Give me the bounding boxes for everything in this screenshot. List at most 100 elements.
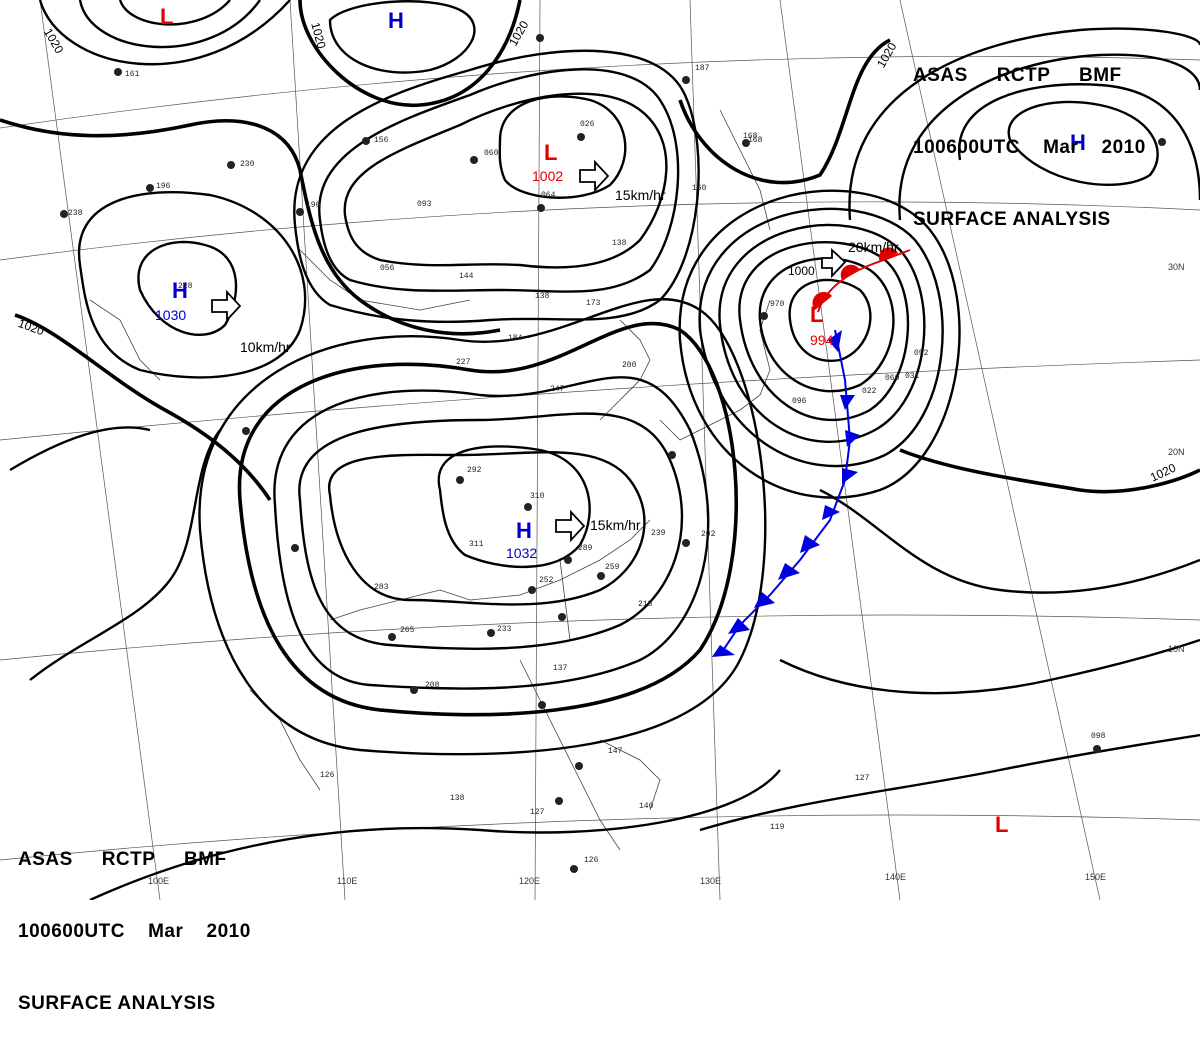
station-value: 138 (535, 292, 550, 301)
station-value: 056 (380, 264, 395, 273)
station-value: 137 (553, 664, 568, 673)
header-time: 100600UTC (913, 137, 1020, 158)
motion-speed-label: 15km/hr (590, 517, 641, 533)
motion-speed-label: 10km/hr (240, 339, 291, 355)
station-value: 156 (374, 136, 389, 145)
header-month: Mar (1043, 137, 1079, 158)
station-value: 168 (743, 132, 758, 141)
station-value: 168 (748, 136, 763, 145)
header-station-rctp: RCTP (101, 849, 156, 870)
header-top-right: ASAS RCTP BMF 100600UTC Mar 2010 SURFACE… (913, 16, 1146, 256)
station-value: 184 (508, 334, 523, 343)
low-center-pressure: 1002 (532, 168, 563, 184)
station-value: 160 (692, 184, 707, 193)
station-value: 310 (530, 492, 545, 501)
header-time: 100600UTC (18, 921, 125, 942)
header-bottom-left: ASAS RCTP BMF 100600UTC Mar 2010 SURFACE… (18, 800, 251, 1040)
header-line-2: 100600UTC Mar 2010 (913, 136, 1146, 160)
motion-arrows (211, 159, 847, 543)
station-value: 228 (178, 282, 193, 291)
station-value: 202 (701, 530, 716, 539)
isobar-label: 1000 (788, 264, 815, 278)
station-value: 247 (550, 385, 565, 394)
coastlines (89, 109, 771, 851)
station-value: 970 (770, 300, 785, 309)
isobar-label: 1020 (506, 18, 532, 48)
low-center-pressure: 994 (810, 332, 834, 348)
station-value: 311 (469, 540, 484, 549)
station-value: 233 (497, 625, 512, 634)
high-center-marker: H (1070, 130, 1086, 155)
longitude-label: 130E (700, 876, 721, 886)
station-value: 127 (855, 774, 870, 783)
station-value: 022 (862, 387, 877, 396)
warm-front (812, 247, 911, 313)
station-value: 292 (467, 466, 482, 475)
isobar-label: 1020 (874, 40, 900, 70)
station-value: 147 (608, 747, 623, 756)
station-value: 239 (651, 529, 666, 538)
longitude-label: 110E (337, 876, 357, 886)
high-center-pressure: 1032 (506, 545, 537, 561)
station-value: 119 (770, 823, 785, 832)
station-value: 098 (1091, 732, 1106, 741)
header-year: 2010 (1101, 137, 1146, 158)
high-center-marker: H (516, 518, 532, 543)
isobar-label: 1020 (41, 26, 67, 56)
station-value: 187 (695, 64, 710, 73)
station-values: 161 230 196 238 228 156 196 093 056 064 … (68, 64, 1106, 865)
low-center-marker: L (544, 140, 557, 165)
station-value: 230 (240, 160, 255, 169)
station-value: 218 (638, 600, 653, 609)
station-value: 173 (586, 299, 601, 308)
station-markers (60, 34, 1166, 873)
high-center-pressure: 1030 (155, 307, 186, 323)
station-value: 196 (156, 182, 171, 191)
high-center-marker: H (388, 8, 404, 33)
header-year: 2010 (206, 921, 251, 942)
header-line-3: SURFACE ANALYSIS (18, 993, 216, 1014)
weather-map: 1020 1020 1020 1020 1020 1020 1000 L H L… (0, 0, 1200, 900)
latitude-label: 10N (1168, 644, 1185, 654)
station-value: 052 (914, 349, 929, 358)
motion-speed-label: 20km/hr (848, 239, 899, 255)
station-value: 144 (459, 272, 474, 281)
high-center-marker: H (172, 278, 188, 303)
motion-labels: 15km/hr 10km/hr 15km/hr 20km/hr (240, 187, 899, 533)
header-month: Mar (148, 921, 184, 942)
header-station-asas: ASAS (913, 65, 968, 86)
station-value: 127 (530, 808, 545, 817)
station-value: 060 (885, 374, 900, 383)
station-value: 064 (541, 191, 556, 200)
longitude-label: 120E (519, 876, 540, 886)
header-line-3: SURFACE ANALYSIS (913, 209, 1111, 230)
station-value: 026 (580, 120, 595, 129)
low-center-marker: L (160, 4, 173, 29)
station-value: 126 (320, 771, 335, 780)
header-station-asas: ASAS (18, 849, 73, 870)
coordinate-labels: 100E 110E 120E 130E 140E 150E 30N 20N 10… (148, 262, 1185, 886)
longitude-label: 150E (1085, 872, 1106, 882)
station-value: 252 (539, 576, 554, 585)
station-value: 196 (306, 201, 321, 210)
station-value: 238 (68, 209, 83, 218)
header-line-1: ASAS RCTP BMF (913, 64, 1146, 88)
station-value: 265 (400, 626, 415, 635)
pressure-centers: L H L 1002 H 1030 H 1032 L 994 H L (155, 4, 1086, 837)
cold-front (712, 329, 860, 657)
longitude-label: 140E (885, 872, 906, 882)
station-value: 138 (612, 239, 627, 248)
header-station-rctp: RCTP (996, 65, 1051, 86)
latitude-label: 20N (1168, 447, 1185, 457)
station-value: 259 (605, 563, 620, 572)
isobar-label: 1020 (16, 316, 46, 338)
low-center-marker: L (995, 812, 1008, 837)
low-center-marker: L (810, 302, 823, 327)
station-value: 096 (792, 397, 807, 406)
station-value: 138 (450, 794, 465, 803)
station-value: 289 (578, 544, 593, 553)
station-value: 283 (374, 583, 389, 592)
header-line-1: ASAS RCTP BMF (18, 848, 251, 872)
station-value: 140 (639, 802, 654, 811)
station-value: 060 (484, 149, 499, 158)
